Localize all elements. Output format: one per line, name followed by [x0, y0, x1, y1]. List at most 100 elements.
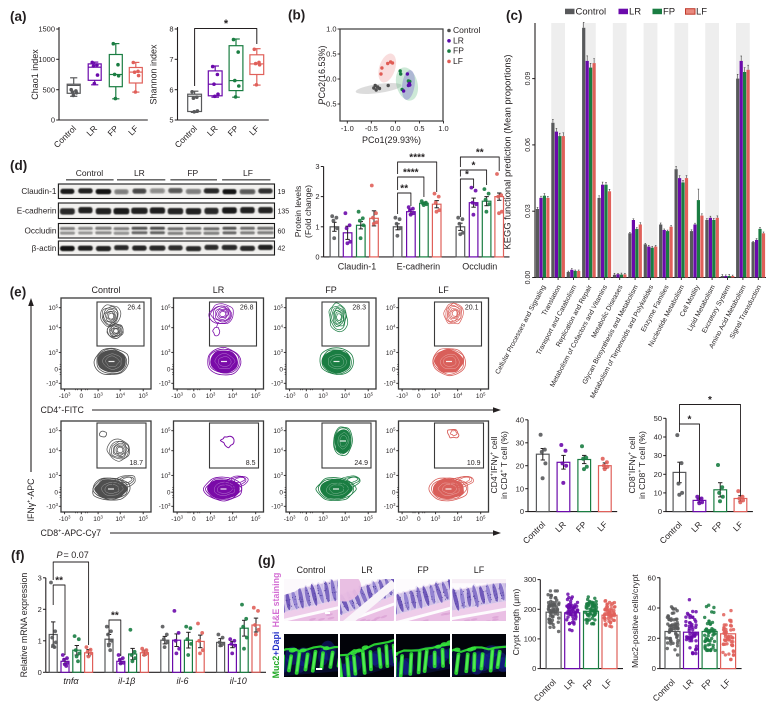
svg-text:50: 50: [654, 414, 662, 423]
svg-text:0: 0: [304, 516, 308, 523]
svg-text:Muc2-positive cells/crypt: Muc2-positive cells/crypt: [630, 574, 640, 668]
svg-text:103: 103: [386, 471, 396, 480]
svg-text:(b): (b): [288, 8, 305, 23]
svg-text:40: 40: [648, 604, 656, 613]
svg-text:105: 105: [386, 426, 396, 435]
svg-text:**: **: [400, 184, 408, 195]
svg-text:0: 0: [54, 490, 58, 497]
svg-text:FP: FP: [453, 46, 464, 56]
svg-text:104: 104: [453, 391, 463, 400]
svg-text:0.09: 0.09: [525, 72, 532, 86]
svg-text:0: 0: [79, 393, 83, 400]
svg-text:103: 103: [431, 514, 441, 523]
svg-text:105: 105: [48, 426, 58, 435]
svg-text:200: 200: [524, 605, 537, 614]
svg-text:10: 10: [516, 484, 524, 493]
svg-text:il-10: il-10: [230, 676, 247, 686]
svg-text:18.7: 18.7: [129, 460, 143, 467]
svg-text:E-cadherin: E-cadherin: [397, 262, 441, 272]
svg-text:Control: Control: [91, 285, 120, 295]
svg-text:Control: Control: [576, 7, 607, 18]
svg-text:-103: -103: [46, 502, 58, 511]
svg-text:Occludin: Occludin: [462, 262, 497, 272]
svg-text:0.0: 0.0: [390, 124, 400, 133]
svg-text:LR: LR: [361, 565, 373, 575]
svg-text:0: 0: [652, 664, 656, 673]
svg-text:CD4+-FITC: CD4+-FITC: [41, 405, 85, 415]
svg-text:(g): (g): [258, 553, 275, 568]
svg-text:104: 104: [48, 446, 58, 455]
svg-text:1: 1: [38, 636, 42, 645]
svg-text:LF: LF: [696, 7, 707, 18]
svg-text:105: 105: [363, 514, 373, 523]
svg-text:105: 105: [273, 303, 283, 312]
svg-text:42: 42: [278, 246, 286, 253]
svg-text:100: 100: [524, 635, 537, 644]
svg-text:103: 103: [318, 391, 328, 400]
svg-text:*: *: [472, 161, 476, 172]
svg-text:40: 40: [516, 415, 524, 424]
svg-text:0: 0: [532, 664, 536, 673]
svg-text:0: 0: [417, 516, 421, 523]
svg-text:**: **: [55, 576, 63, 587]
svg-text:104: 104: [273, 323, 283, 332]
svg-text:IFNγ+-APC: IFNγ+-APC: [26, 478, 36, 522]
svg-text:0: 0: [192, 516, 196, 523]
svg-text:PCo2(16.53%): PCo2(16.53%): [317, 45, 327, 104]
svg-text:105: 105: [363, 391, 373, 400]
svg-text:1: 1: [315, 222, 319, 231]
svg-text:103: 103: [161, 348, 171, 357]
svg-text:24.9: 24.9: [354, 460, 368, 467]
svg-text:26.4: 26.4: [127, 305, 141, 312]
svg-text:-103: -103: [271, 379, 283, 388]
svg-text:104: 104: [340, 514, 350, 523]
svg-text:il-6: il-6: [176, 676, 188, 686]
svg-text:*: *: [465, 170, 469, 181]
svg-text:-103: -103: [396, 514, 408, 523]
svg-text:(d): (d): [10, 158, 27, 173]
svg-text:-0.5: -0.5: [324, 100, 337, 109]
svg-text:103: 103: [273, 471, 283, 480]
svg-text:Chao1 index: Chao1 index: [30, 49, 40, 100]
svg-text:0: 0: [520, 507, 524, 516]
svg-text:in CD8+ T cell (%): in CD8+ T cell (%): [637, 431, 647, 499]
svg-text:0.5: 0.5: [326, 50, 336, 59]
svg-text:LF: LF: [474, 565, 485, 575]
svg-text:-103: -103: [284, 391, 296, 400]
svg-text:6: 6: [169, 85, 173, 94]
svg-text:103: 103: [93, 514, 103, 523]
svg-text:1500: 1500: [38, 25, 55, 34]
svg-text:105: 105: [476, 391, 486, 400]
svg-text:KEGG functional prediction (Me: KEGG functional prediction (Mean proport…: [502, 55, 513, 250]
svg-text:0: 0: [167, 490, 171, 497]
svg-text:0: 0: [279, 490, 283, 497]
svg-text:2: 2: [38, 605, 42, 614]
svg-text:-0.5: -0.5: [365, 124, 378, 133]
svg-text:20.1: 20.1: [465, 305, 479, 312]
svg-text:300: 300: [524, 575, 537, 584]
svg-text:0: 0: [192, 393, 196, 400]
svg-text:1.0: 1.0: [326, 25, 336, 34]
svg-text:105: 105: [251, 391, 261, 400]
svg-text:105: 105: [386, 303, 396, 312]
svg-text:FP: FP: [663, 7, 675, 18]
svg-text:103: 103: [48, 471, 58, 480]
svg-text:-103: -103: [59, 391, 71, 400]
svg-text:103: 103: [161, 471, 171, 480]
svg-text:-103: -103: [159, 502, 171, 511]
svg-text:103: 103: [273, 348, 283, 357]
svg-text:LR: LR: [629, 7, 641, 18]
svg-text:Relative mRNA expression: Relative mRNA expression: [19, 573, 29, 678]
svg-text:(e): (e): [10, 285, 27, 300]
svg-text:104: 104: [386, 323, 396, 332]
svg-text:104: 104: [115, 514, 125, 523]
svg-text:104: 104: [453, 514, 463, 523]
svg-text:β-actin: β-actin: [32, 244, 57, 253]
svg-text:104: 104: [340, 391, 350, 400]
svg-text:2: 2: [315, 192, 319, 201]
svg-text:10: 10: [654, 489, 662, 498]
svg-text:H&E staining: H&E staining: [271, 573, 281, 628]
svg-text:10.9: 10.9: [467, 460, 481, 467]
svg-text:Control: Control: [76, 168, 104, 178]
svg-text:0: 0: [417, 393, 421, 400]
